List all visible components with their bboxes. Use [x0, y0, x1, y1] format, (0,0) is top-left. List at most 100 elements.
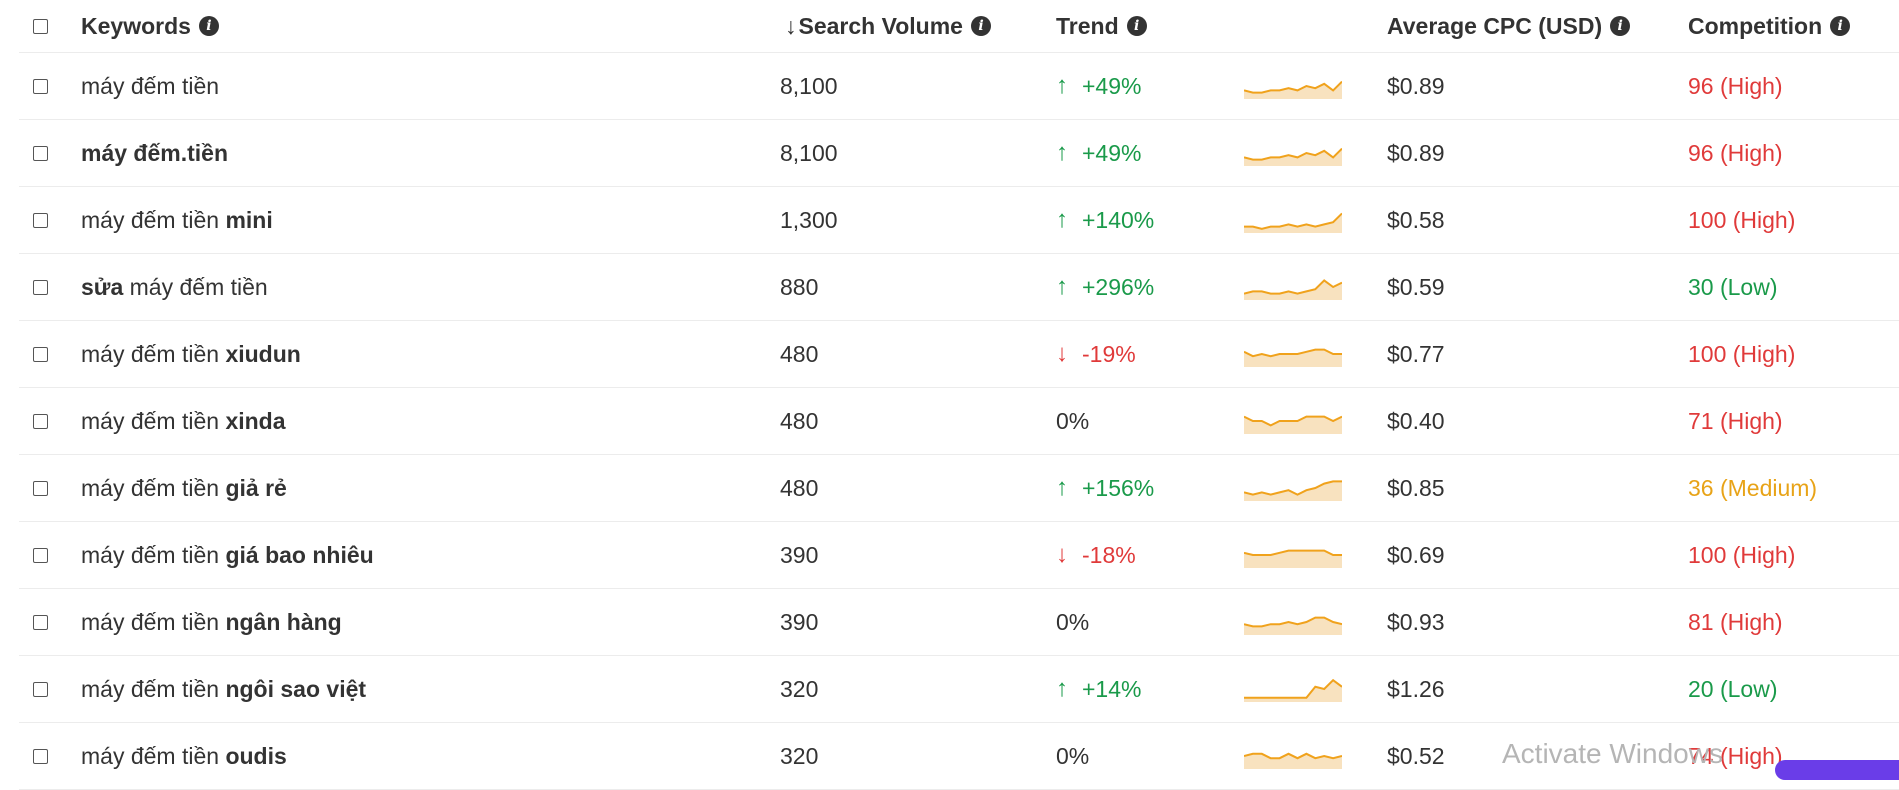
search-volume: 8,100 — [780, 72, 838, 99]
sparkline-cell — [1244, 723, 1342, 789]
sort-desc-icon[interactable]: ↓ — [785, 12, 797, 39]
header-keywords[interactable]: Keywords i — [81, 0, 219, 52]
trend-down-icon: ↓ — [1056, 340, 1068, 367]
info-icon[interactable]: i — [198, 16, 219, 36]
avg-cpc: $0.69 — [1387, 541, 1445, 568]
header-trend[interactable]: Trend i — [1056, 0, 1147, 52]
row-checkbox[interactable] — [33, 145, 48, 161]
keyword-base: máy đếm tiền — [81, 541, 220, 568]
search-volume: 320 — [780, 675, 819, 702]
keyword-base: máy đếm tiền — [81, 340, 220, 367]
table-row[interactable]: máy đếm tiền ngôi sao việt 320 ↑ +14% $1.… — [19, 656, 1899, 723]
keyword-base: máy đếm tiền — [81, 675, 220, 702]
header-search-volume[interactable]: ↓ Search Volume i — [785, 0, 991, 52]
keyword-base: máy đếm tiền — [81, 608, 220, 635]
sparkline-cell — [1244, 522, 1342, 588]
trend-sparkline — [1244, 616, 1342, 635]
select-all-checkbox[interactable] — [33, 18, 48, 34]
trend-down-icon: ↓ — [1056, 541, 1068, 568]
search-volume: 1,300 — [780, 206, 838, 233]
table-row[interactable]: máy đếm tiền xiudun 480 ↓ -19% $0.77 100 … — [19, 321, 1899, 388]
keyword-base: máy đếm tiền — [81, 474, 220, 501]
keyword-base: máy đếm tiền — [81, 206, 220, 233]
trend-sparkline — [1244, 212, 1342, 233]
table-row[interactable]: máy đếm tiền giá bao nhiêu 390 ↓ -18% $0.… — [19, 522, 1899, 589]
row-checkbox-cell — [33, 53, 48, 119]
table-row[interactable]: máy đếm tiền ngân hàng 390 0% $0.93 81 (… — [19, 589, 1899, 656]
trend-cell: ↑ +296% — [1056, 254, 1154, 320]
table-row[interactable]: máy đếm tiền 8,100 ↑ +49% $0.89 96 (High) — [19, 53, 1899, 120]
keyword-cell: máy đếm tiền ngôi sao việt — [81, 656, 366, 722]
avg-cpc: $0.89 — [1387, 72, 1445, 99]
sparkline-area — [1244, 349, 1342, 367]
table-row[interactable]: máy đếm tiền giả rẻ 480 ↑ +156% $0.85 36 … — [19, 455, 1899, 522]
sparkline-line — [1244, 678, 1342, 699]
trend-sparkline — [1244, 480, 1342, 501]
keyword-cell: sửa máy đếm tiền — [81, 254, 268, 320]
sparkline-cell — [1244, 254, 1342, 320]
keyword-modifier: sửa — [81, 273, 124, 300]
row-checkbox-cell — [33, 723, 48, 789]
trend-up-icon: ↑ — [1056, 206, 1068, 233]
keyword-modifier: giả rẻ — [225, 474, 287, 501]
row-checkbox[interactable] — [33, 480, 48, 496]
avg-cpc: $0.85 — [1387, 474, 1445, 501]
table-row[interactable]: máy đếm tiền oudis 320 0% $0.52 74 (High… — [19, 723, 1899, 790]
trend-sparkline — [1244, 678, 1342, 702]
row-checkbox[interactable] — [33, 547, 48, 563]
trend-sparkline — [1244, 348, 1342, 367]
sparkline-cell — [1244, 321, 1342, 387]
row-checkbox[interactable] — [33, 614, 48, 630]
competition: 36 (Medium) — [1688, 474, 1818, 501]
competition: 74 (High) — [1688, 742, 1783, 769]
avg-cpc: $0.93 — [1387, 608, 1445, 635]
sparkline-area — [1244, 617, 1342, 635]
sparkline-line — [1244, 549, 1342, 556]
search-volume: 390 — [780, 541, 819, 568]
info-icon[interactable]: i — [1126, 16, 1147, 36]
sparkline-line — [1244, 480, 1342, 496]
sparkline-line — [1244, 415, 1342, 427]
info-icon[interactable]: i — [970, 16, 991, 36]
row-checkbox-cell — [33, 388, 48, 454]
table-row[interactable]: máy đếm tiền mini 1,300 ↑ +140% $0.58 100… — [19, 187, 1899, 254]
header-competition-label: Competition — [1688, 12, 1823, 39]
keyword-modifier: oudis — [225, 742, 287, 769]
row-checkbox-cell — [33, 656, 48, 722]
sparkline-area — [1244, 416, 1342, 434]
search-volume: 880 — [780, 273, 819, 300]
competition: 20 (Low) — [1688, 675, 1778, 702]
sparkline-line — [1244, 348, 1342, 358]
header-cpc-label: Average CPC (USD) — [1387, 12, 1603, 39]
row-checkbox[interactable] — [33, 78, 48, 94]
row-checkbox[interactable] — [33, 748, 48, 764]
row-checkbox[interactable] — [33, 413, 48, 429]
header-cpc[interactable]: Average CPC (USD) i — [1387, 0, 1631, 52]
trend-cell: 0% — [1056, 388, 1089, 454]
keyword-modifier: máy đếm.tiền — [81, 139, 228, 166]
row-checkbox[interactable] — [33, 279, 48, 295]
trend-up-icon: ↑ — [1056, 273, 1068, 300]
avg-cpc: $0.40 — [1387, 407, 1445, 434]
keyword-cell: máy đếm tiền oudis — [81, 723, 287, 789]
header-competition[interactable]: Competition i — [1688, 0, 1851, 52]
floating-action-button[interactable] — [1775, 760, 1899, 780]
row-checkbox[interactable] — [33, 346, 48, 362]
row-checkbox[interactable] — [33, 681, 48, 697]
sparkline-line — [1244, 616, 1342, 628]
info-icon[interactable]: i — [1610, 16, 1631, 36]
trend-cell: ↑ +49% — [1056, 120, 1141, 186]
avg-cpc: $0.89 — [1387, 139, 1445, 166]
table-row[interactable]: sửa máy đếm tiền 880 ↑ +296% $0.59 30 (Lo… — [19, 254, 1899, 321]
header-trend-label: Trend — [1056, 12, 1119, 39]
row-checkbox[interactable] — [33, 212, 48, 228]
trend-up-icon: ↑ — [1056, 72, 1068, 99]
keyword-base: máy đếm tiền — [81, 72, 220, 99]
search-volume: 320 — [780, 742, 819, 769]
table-row[interactable]: máy đếm tiền xinda 480 0% $0.40 71 (High… — [19, 388, 1899, 455]
row-checkbox-cell — [33, 522, 48, 588]
table-row[interactable]: máy đếm.tiền 8,100 ↑ +49% $0.89 96 (High) — [19, 120, 1899, 187]
info-icon[interactable]: i — [1830, 16, 1851, 36]
sparkline-area — [1244, 680, 1342, 702]
header-keywords-label: Keywords — [81, 12, 191, 39]
